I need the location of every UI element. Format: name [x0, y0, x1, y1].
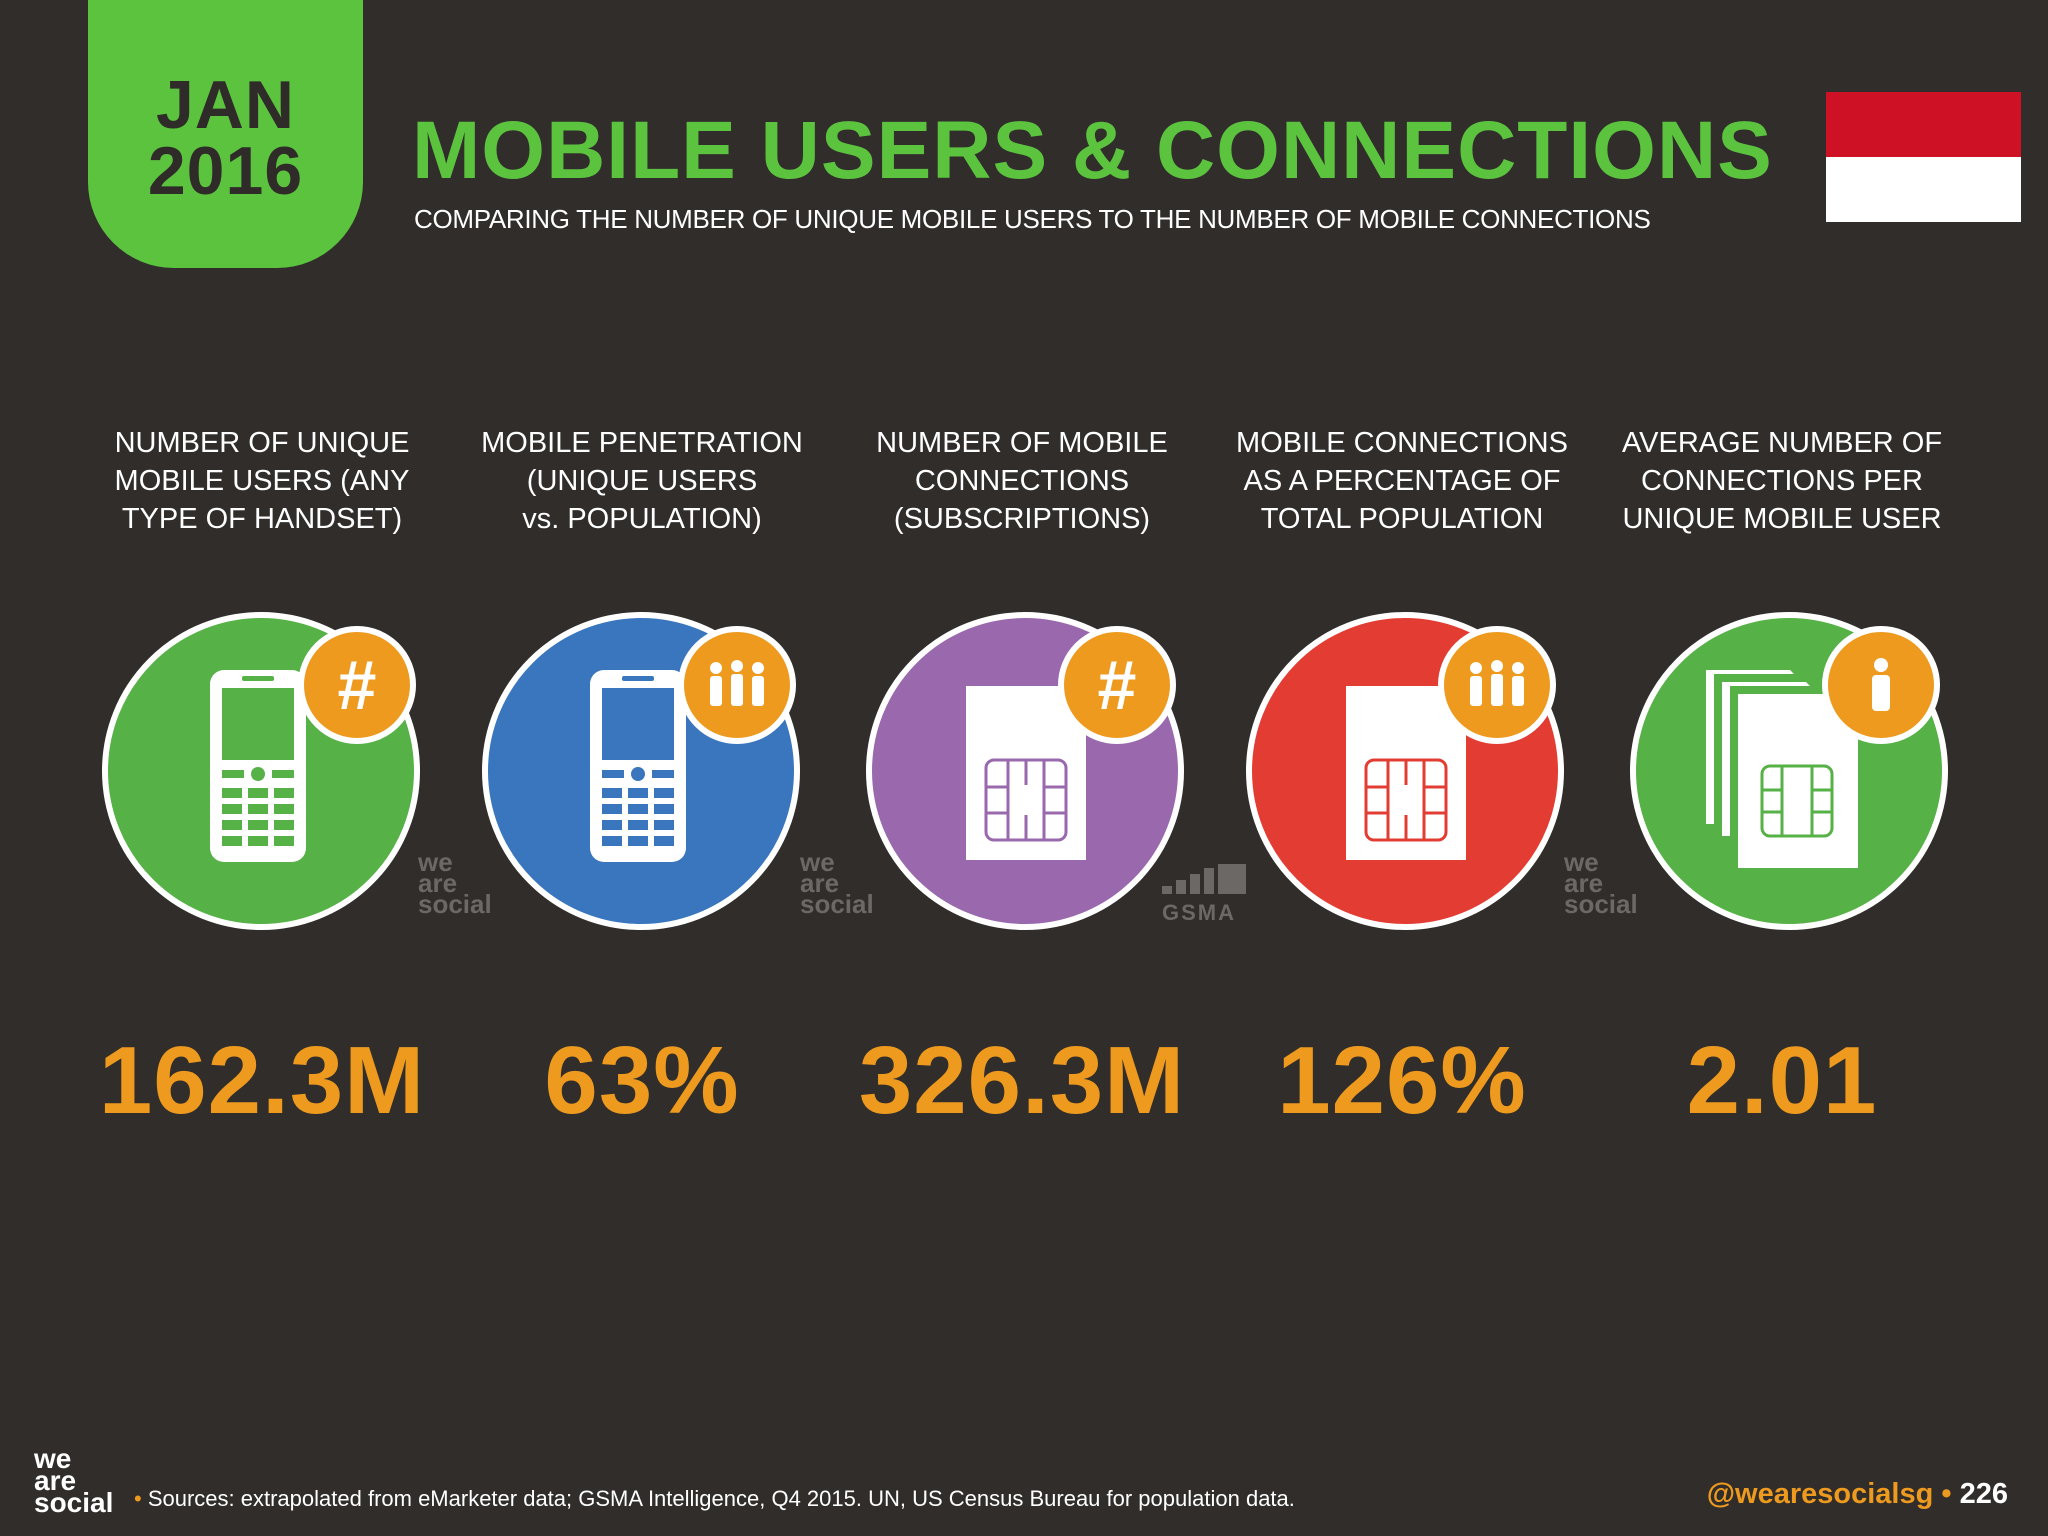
mobile-phone-icon — [210, 670, 306, 862]
sim-card-icon — [966, 686, 1086, 860]
sim-card-icon — [1346, 686, 1466, 860]
hash-icon: # — [298, 626, 416, 744]
separator: • — [1941, 1478, 1952, 1510]
label-line: (SUBSCRIPTIONS) — [893, 503, 1151, 535]
date-month: JAN — [155, 67, 296, 143]
watermark-line: are — [800, 868, 840, 898]
page-title: MOBILE USERS & CONNECTIONS — [412, 105, 1773, 196]
label-line: MOBILE CONNECTIONS — [1236, 427, 1568, 459]
label-line: NUMBER OF UNIQUE — [114, 427, 410, 459]
wearesocial-watermark: we are social — [800, 847, 874, 919]
watermark-line: we — [800, 847, 835, 877]
watermark-line: we — [418, 847, 453, 877]
person-icon — [1822, 626, 1940, 744]
stat-label: MOBILE PENETRATION (UNIQUE USERS vs. POP… — [452, 424, 832, 538]
gsma-bars-icon — [1162, 864, 1246, 894]
gsma-watermark: GSMA — [1162, 864, 1252, 926]
stat-label: NUMBER OF UNIQUE MOBILE USERS (ANY TYPE … — [72, 424, 452, 538]
stat-value: 126% — [1277, 1027, 1527, 1134]
label-line: MOBILE USERS (ANY — [114, 465, 410, 497]
stat-circle: # — [866, 612, 1184, 930]
watermark-line: social — [800, 889, 874, 919]
stat-circle — [482, 612, 800, 930]
watermark-line: social — [418, 889, 492, 919]
flag-red-stripe — [1826, 92, 2021, 157]
stat-label: AVERAGE NUMBER OF CONNECTIONS PER UNIQUE… — [1592, 424, 1972, 538]
logo-line: are — [34, 1465, 77, 1496]
people-group-icon — [678, 626, 796, 744]
stat-value: 162.3M — [98, 1027, 426, 1134]
people-group-icon — [1438, 626, 1556, 744]
stat-label: NUMBER OF MOBILE CONNECTIONS (SUBSCRIPTI… — [832, 424, 1212, 538]
wearesocial-watermark: we are social — [418, 847, 492, 919]
stat-label: MOBILE CONNECTIONS AS A PERCENTAGE OF TO… — [1212, 424, 1592, 538]
indonesia-flag-icon — [1826, 92, 2021, 222]
stat-value: 63% — [544, 1027, 740, 1134]
people-glyph — [1470, 660, 1524, 706]
page-number: 226 — [1959, 1478, 2008, 1510]
stat-value: 326.3M — [858, 1027, 1186, 1134]
footer-source: • Sources: extrapolated from eMarketer d… — [134, 1486, 1295, 1512]
mobile-phone-icon — [590, 670, 686, 862]
stat-value: 2.01 — [1686, 1027, 1878, 1134]
label-line: vs. POPULATION) — [522, 503, 762, 535]
label-line: TYPE OF HANDSET) — [121, 503, 403, 535]
label-line: AVERAGE NUMBER OF — [1621, 427, 1943, 459]
label-line: CONNECTIONS PER — [1641, 465, 1923, 497]
stat-circle — [1630, 612, 1948, 930]
wearesocial-logo: we are social — [34, 1443, 114, 1518]
label-line: NUMBER OF MOBILE — [876, 427, 1168, 459]
logo-line: social — [34, 1487, 114, 1518]
wearesocial-watermark: we are social — [1564, 847, 1638, 919]
source-text: Sources: extrapolated from eMarketer dat… — [147, 1486, 1295, 1511]
label-line: TOTAL POPULATION — [1260, 503, 1544, 535]
stat-circle — [1246, 612, 1564, 930]
label-line: CONNECTIONS — [914, 465, 1130, 497]
page-subtitle: COMPARING THE NUMBER OF UNIQUE MOBILE US… — [414, 204, 1651, 234]
label-line: (UNIQUE USERS — [526, 465, 758, 497]
watermark-line: are — [1564, 868, 1604, 898]
label-line: MOBILE PENETRATION — [481, 427, 803, 459]
date-year: 2016 — [147, 133, 304, 209]
gsma-label: GSMA — [1162, 900, 1236, 925]
watermark-line: we — [1564, 847, 1599, 877]
label-line: UNIQUE MOBILE USER — [1622, 503, 1942, 535]
watermark-line: social — [1564, 889, 1638, 919]
stat-circle: # — [102, 612, 420, 930]
person-glyph — [1872, 658, 1890, 711]
bullet: • — [134, 1486, 142, 1511]
people-glyph — [710, 660, 764, 706]
footer-handle-page: @wearesocialsg • 226 — [1707, 1478, 2008, 1511]
twitter-handle: @wearesocialsg — [1706, 1478, 1934, 1510]
sim-cards-stack-icon — [1706, 670, 1858, 868]
hash-icon: # — [1058, 626, 1176, 744]
label-line: AS A PERCENTAGE OF — [1243, 465, 1561, 497]
watermark-line: are — [418, 868, 458, 898]
logo-line: we — [34, 1443, 72, 1474]
flag-white-stripe — [1826, 157, 2021, 222]
date-badge: JAN 2016 — [88, 0, 363, 268]
